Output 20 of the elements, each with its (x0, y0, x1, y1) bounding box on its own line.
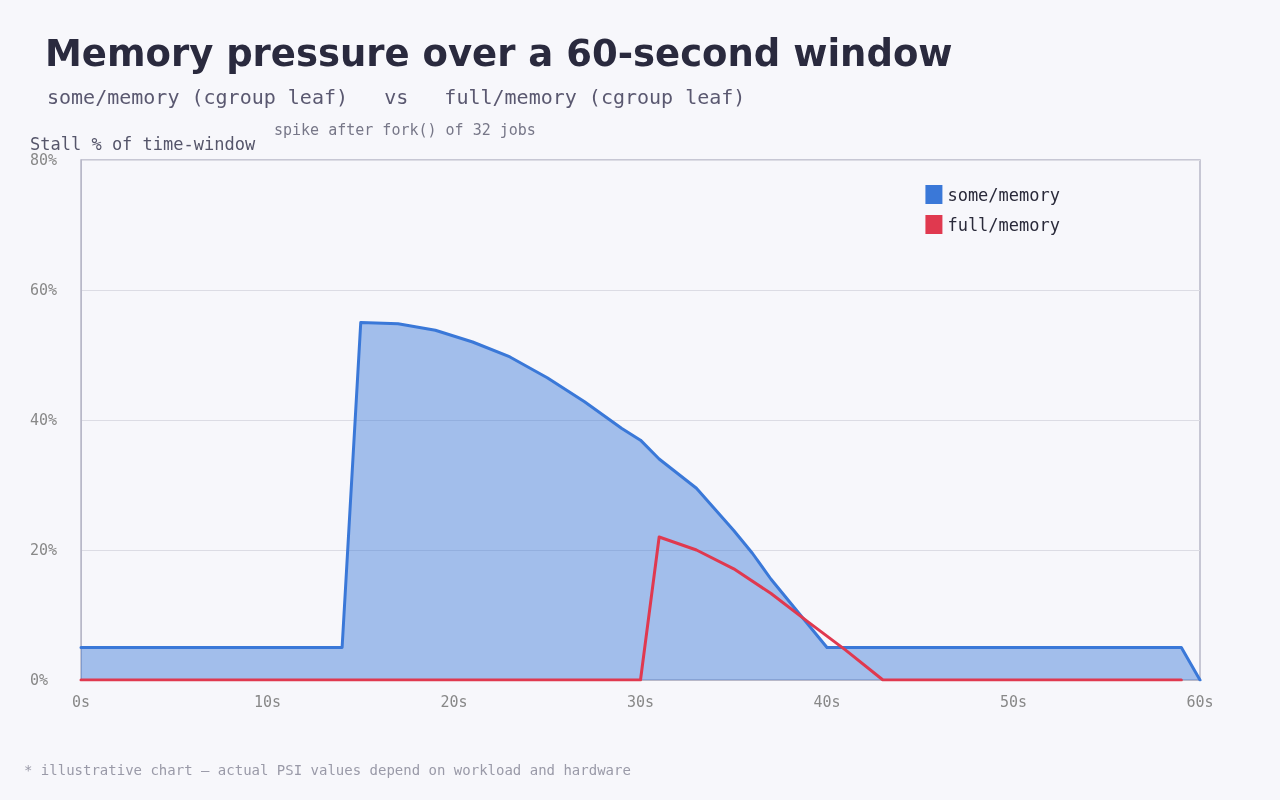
x-tick-label: 0s (71, 692, 91, 711)
line-series (79, 535, 1183, 682)
x-tick-label: 40s (813, 692, 841, 711)
text: spike after fork() of 32 jobs (274, 120, 536, 139)
x-tick-label: 30s (626, 692, 655, 711)
y-axis-title: Stall % of time-window (30, 133, 256, 154)
chart-subtitle: some/memory (cgroup leaf) vs full/memory (cgroup leaf) (47, 85, 746, 109)
x-tick-label: 50s (999, 692, 1028, 711)
legend-label: full/memory (947, 214, 1061, 235)
chart-title: Memory pressure over a 60-second window (45, 32, 953, 75)
x-tick-label: 20s (440, 692, 468, 711)
x-tick-label: 60s (1186, 692, 1214, 711)
y-tick-label: 20% (30, 541, 58, 559)
y-tick-label: 60% (30, 281, 58, 299)
y-tick-label: 80% (30, 151, 58, 169)
y-tick-label: 40% (30, 411, 58, 429)
text: * illustrative chart — actual PSI values depend on workload and hardware (24, 762, 631, 778)
y-tick-label: 0% (30, 671, 49, 689)
x-tick-label: 10s (253, 692, 282, 711)
legend-label: some/memory (947, 184, 1061, 205)
